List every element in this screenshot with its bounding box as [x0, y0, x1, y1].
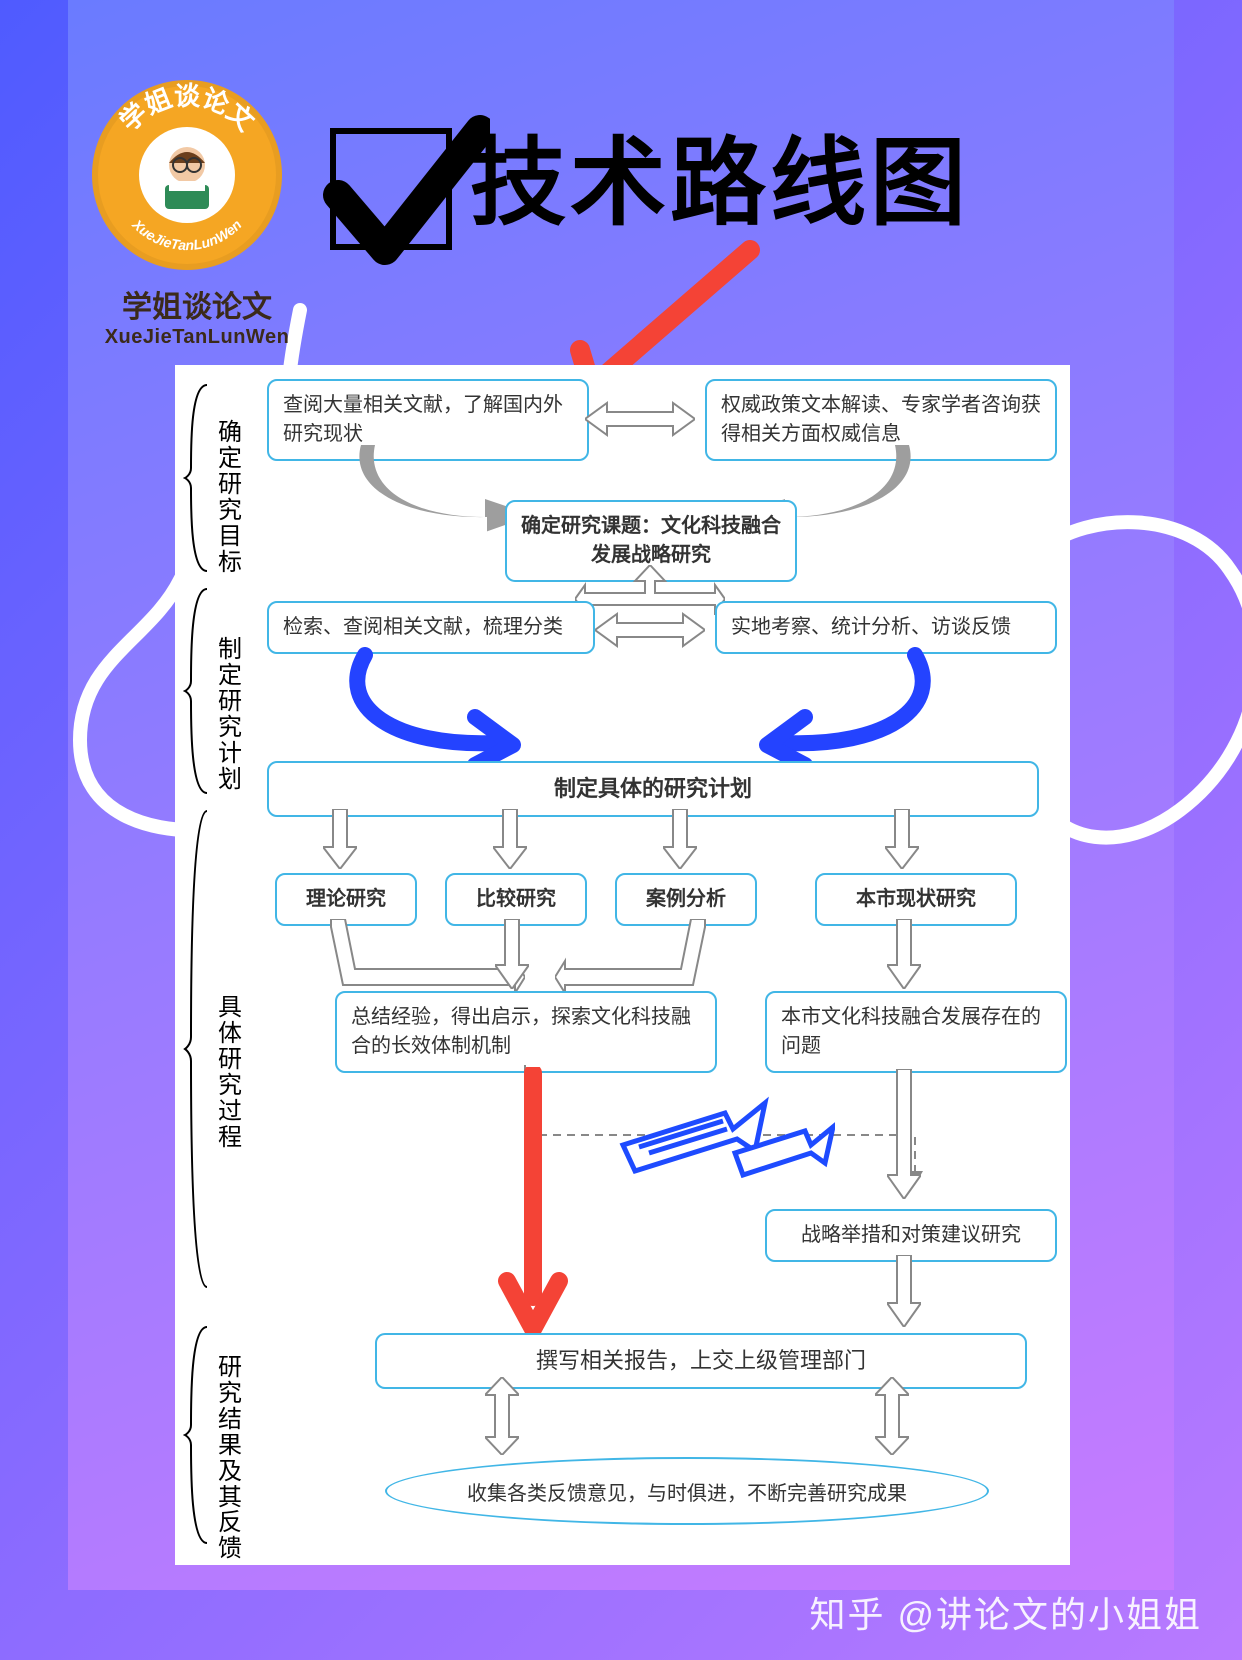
down-arrow-4 [885, 809, 919, 869]
node-report: 撰写相关报告，上交上级管理部门 [375, 1333, 1027, 1389]
logo-badge: 学姐谈论文 XueJieTanLunWen [92, 80, 282, 270]
blue-arrow-right [735, 647, 955, 767]
double-arrow-2 [595, 610, 705, 650]
section-label-2: 制定研究计划 [217, 637, 243, 792]
section-label-1: 确定研究目标 [217, 420, 243, 575]
down-arrow-6 [887, 1069, 921, 1199]
blue-arrow-left [325, 647, 545, 767]
node-summary: 总结经验，得出启示，探索文化科技融合的长效体制机制 [335, 991, 717, 1073]
red-arrow-long [493, 1067, 573, 1337]
node-plan: 制定具体的研究计划 [267, 761, 1039, 817]
sketch-arrows-icon [615, 1095, 835, 1185]
converge-2 [495, 919, 529, 989]
updown-2 [875, 1377, 909, 1455]
node-feedback: 收集各类反馈意见，与时俱进，不断完善研究成果 [385, 1457, 989, 1525]
arrow-split [575, 565, 725, 615]
brace-3 [183, 809, 211, 1289]
double-arrow-1 [585, 399, 695, 439]
brace-2 [183, 587, 211, 795]
logo-subtitle-en: XueJieTanLunWen [92, 326, 302, 349]
flowchart-paper: 确定研究目标 制定研究计划 具体研究过程 研究结果及其反馈 查阅大量相关文献，了… [175, 365, 1070, 1565]
down-arrow-2 [493, 809, 527, 869]
checkmark-icon [320, 110, 490, 280]
brace-1 [183, 383, 211, 573]
svg-text:XueJieTanLunWen: XueJieTanLunWen [129, 216, 245, 254]
updown-1 [485, 1377, 519, 1455]
watermark: 知乎 @讲论文的小姐姐 [809, 1586, 1202, 1638]
svg-text:学姐谈论文: 学姐谈论文 [114, 81, 261, 137]
down-arrow-7 [887, 1255, 921, 1327]
page-title: 技术路线图 [470, 105, 970, 244]
down-arrow-3 [663, 809, 697, 869]
node-topic-text: 确定研究课题：文化科技融合发展战略研究 [521, 515, 781, 566]
down-arrow-5 [887, 919, 921, 989]
section-label-3: 具体研究过程 [217, 995, 243, 1150]
section-label-4: 研究结果及其反馈 [217, 1355, 243, 1562]
logo-subtitle-cn: 学姐谈论文 [92, 282, 302, 326]
brace-4 [183, 1325, 211, 1545]
converge-3 [555, 919, 715, 999]
down-arrow-1 [323, 809, 357, 869]
node-problems: 本市文化科技融合发展存在的问题 [765, 991, 1067, 1073]
logo-subtitle: 学姐谈论文 XueJieTanLunWen [92, 282, 302, 349]
